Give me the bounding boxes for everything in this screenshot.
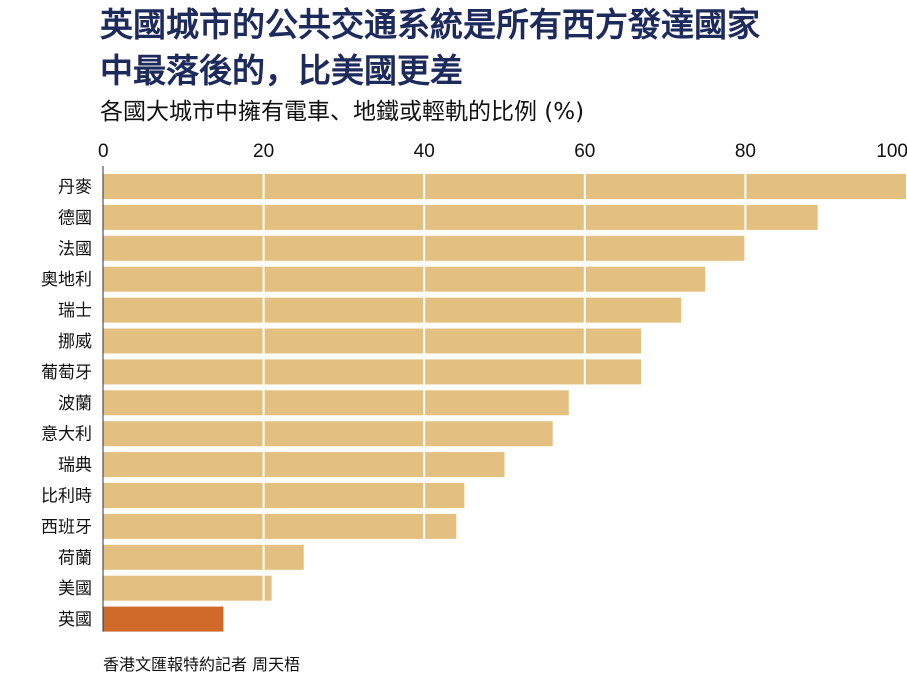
tick-label: 100 <box>876 141 907 162</box>
bar-8 <box>103 421 553 447</box>
tick-label: 60 <box>574 141 595 162</box>
bar-12 <box>103 544 304 570</box>
category-label: 奧地利 <box>41 270 92 290</box>
category-label: 英國 <box>58 610 92 630</box>
bar-4 <box>103 297 682 323</box>
category-label: 比利時 <box>41 487 92 507</box>
bar-1 <box>103 204 818 230</box>
category-label: 德國 <box>58 208 92 228</box>
bar-10 <box>103 483 465 508</box>
chart-title: 英國城市的公共交通系統是所有西方發達國家 中最落後的，比美國更差 <box>100 2 760 94</box>
category-label: 挪威 <box>58 332 92 352</box>
category-label: 瑞典 <box>58 456 92 476</box>
bar-14 <box>103 606 224 632</box>
category-label: 美國 <box>58 579 92 599</box>
category-label: 西班牙 <box>41 517 92 537</box>
title-line-1: 英國城市的公共交通系統是所有西方發達國家 <box>100 5 760 44</box>
bar-11 <box>103 513 457 539</box>
title-line-2: 中最落後的，比美國更差 <box>100 51 463 90</box>
bar-5 <box>103 328 642 354</box>
category-label: 葡萄牙 <box>41 363 92 383</box>
category-label: 波蘭 <box>58 394 92 414</box>
tick-label: 40 <box>414 141 435 162</box>
category-label: 法國 <box>58 239 92 259</box>
tick-label: 80 <box>735 141 756 162</box>
bar-3 <box>103 266 706 292</box>
tick-label: 20 <box>253 141 274 162</box>
credit: 香港文匯報特約記者 周天梧 <box>103 655 301 674</box>
bar-13 <box>103 575 272 601</box>
category-label: 丹麥 <box>58 178 92 198</box>
category-label: 瑞士 <box>58 301 92 321</box>
tick-label: 0 <box>98 141 109 162</box>
chart-subtitle: 各國大城市中擁有電車、地鐵或輕軌的比例 (%) <box>100 99 585 125</box>
bar-9 <box>103 452 505 478</box>
bar-7 <box>103 390 569 416</box>
bar-0 <box>103 174 906 199</box>
category-label: 意大利 <box>41 425 92 445</box>
category-label: 荷蘭 <box>58 548 92 568</box>
bar-6 <box>103 359 642 385</box>
